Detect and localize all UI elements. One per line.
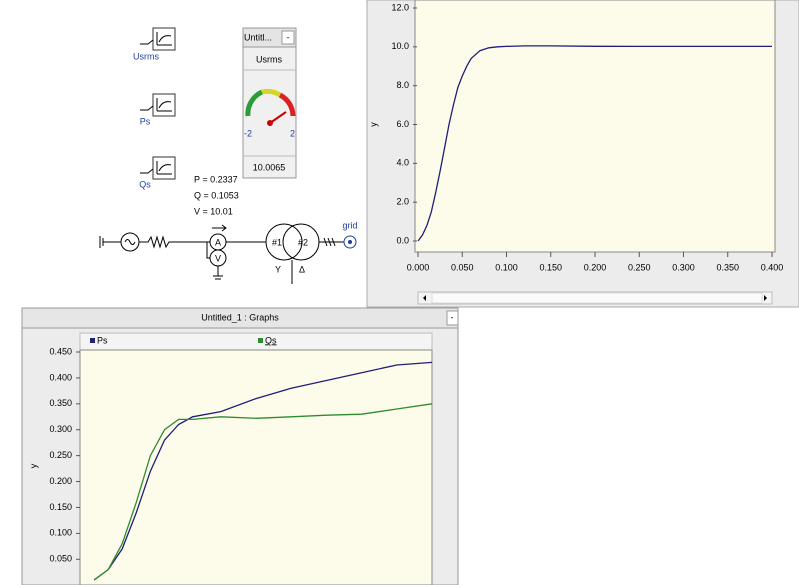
legend-swatch — [90, 338, 95, 343]
meter-button-label: - — [287, 32, 290, 42]
x-tick-label: 0.250 — [628, 262, 651, 272]
legend-label: Ps — [97, 335, 108, 345]
plot-label: Ps — [140, 116, 151, 126]
readout-p: P = 0.2337 — [194, 174, 238, 184]
data-line — [93, 403, 433, 581]
data-line — [417, 45, 772, 242]
bus-label: grid — [342, 220, 357, 230]
x-tick-label: 0.350 — [716, 262, 739, 272]
meter-max: 2 — [290, 128, 295, 138]
legend-label: Qs — [265, 335, 277, 345]
x-tick-label: 0.300 — [672, 262, 695, 272]
y-tick-label: 0.150 — [49, 502, 72, 512]
plot-label: Qs — [139, 179, 151, 189]
y-tick-label: 2.0 — [396, 197, 409, 207]
data-line — [93, 361, 433, 581]
y-tick-label: 8.0 — [396, 80, 409, 90]
meter-min: -2 — [244, 128, 252, 138]
y-tick-label: 0.250 — [49, 450, 72, 460]
transformer-winding: #1 — [272, 237, 282, 247]
winding-type: Y — [275, 264, 281, 274]
meter-signal: Usrms — [256, 54, 282, 64]
y-tick-label: 0.400 — [49, 372, 72, 382]
x-tick-label: 0.050 — [451, 262, 474, 272]
plot-label: Usrms — [133, 51, 159, 61]
meter-reading: 10.0065 — [253, 162, 286, 172]
meter-title: Untitl... — [244, 32, 272, 42]
y-tick-label: 4.0 — [396, 158, 409, 168]
legend-swatch — [258, 338, 263, 343]
graph-button-label: - — [451, 312, 454, 322]
plot-area — [414, 0, 776, 253]
voltmeter-label: V — [215, 253, 221, 263]
y-tick-label: 0.050 — [49, 554, 72, 564]
y-tick-label: 10.0 — [391, 41, 409, 51]
y-tick-label: 0.200 — [49, 476, 72, 486]
plot-icons — [140, 27, 176, 180]
y-tick-label: 12.0 — [391, 2, 409, 12]
y-axis-label: y — [28, 463, 38, 468]
circuit — [99, 223, 357, 284]
ammeter-label: A — [215, 237, 221, 247]
readout-v: V = 10.01 — [194, 206, 233, 216]
graph-button[interactable] — [446, 310, 459, 326]
legend-bar — [79, 332, 433, 351]
y-tick-label: 0.100 — [49, 528, 72, 538]
scroll-thumb[interactable] — [431, 292, 763, 304]
x-tick-label: 0.000 — [407, 262, 430, 272]
y-axis-label: y — [368, 122, 378, 127]
readout-q: Q = 0.1053 — [194, 190, 239, 200]
x-tick-label: 0.200 — [584, 262, 607, 272]
y-tick-label: 0.0 — [396, 235, 409, 245]
meter-button[interactable] — [281, 30, 295, 45]
graph-title: Untitled_1 : Graphs — [201, 312, 279, 322]
y-tick-label: 0.350 — [49, 398, 72, 408]
x-tick-label: 0.150 — [539, 262, 562, 272]
winding-type: Δ — [299, 264, 305, 274]
plot-area — [79, 349, 433, 585]
y-tick-label: 0.450 — [49, 346, 72, 356]
y-tick-label: 0.300 — [49, 424, 72, 434]
transformer-winding: #2 — [298, 237, 308, 247]
x-tick-label: 0.400 — [761, 262, 784, 272]
x-tick-label: 0.100 — [495, 262, 518, 272]
y-tick-label: 6.0 — [396, 119, 409, 129]
gauge — [245, 88, 296, 126]
